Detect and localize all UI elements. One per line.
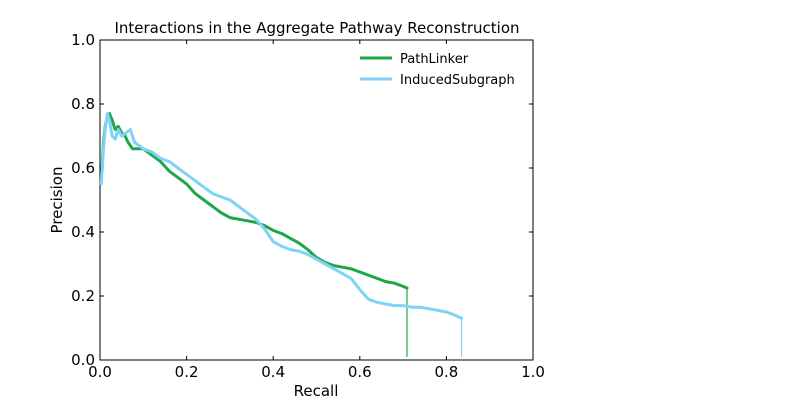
y-tick-label-5: 1.0 <box>71 31 95 49</box>
x-tick-label-5: 1.0 <box>521 363 545 381</box>
x-tick-label-2: 0.4 <box>261 363 285 381</box>
x-tick-label-0: 0.0 <box>88 363 112 381</box>
series-line-inducedsubgraph <box>99 112 464 320</box>
x-tick-label-3: 0.6 <box>348 363 372 381</box>
y-tick-label-4: 0.8 <box>71 95 95 113</box>
y-tick-label-0: 0.0 <box>71 351 95 369</box>
axis-ticks <box>99 39 534 361</box>
series-layer <box>99 112 464 357</box>
y-tick-label-3: 0.6 <box>71 159 95 177</box>
legend: PathLinker InducedSubgraph <box>360 52 515 88</box>
x-tick-label-1: 0.2 <box>175 363 199 381</box>
series-line-pathlinker <box>99 112 409 290</box>
legend-label-pathlinker: PathLinker <box>400 52 469 67</box>
x-tick-label-4: 0.8 <box>434 363 458 381</box>
y-tick-label-1: 0.2 <box>71 287 95 305</box>
chart-title: Interactions in the Aggregate Pathway Re… <box>114 19 519 37</box>
legend-label-inducedsubgraph: InducedSubgraph <box>400 73 515 88</box>
y-tick-label-2: 0.4 <box>71 223 95 241</box>
plot-area <box>99 39 534 361</box>
axis-tick-labels: 0.0 0.2 0.4 0.6 0.8 1.0 0.0 0.2 0.4 0.6 0.8 1.0 <box>71 31 545 381</box>
x-axis-label: Recall <box>294 382 339 400</box>
y-axis-label: Precision <box>48 167 66 234</box>
